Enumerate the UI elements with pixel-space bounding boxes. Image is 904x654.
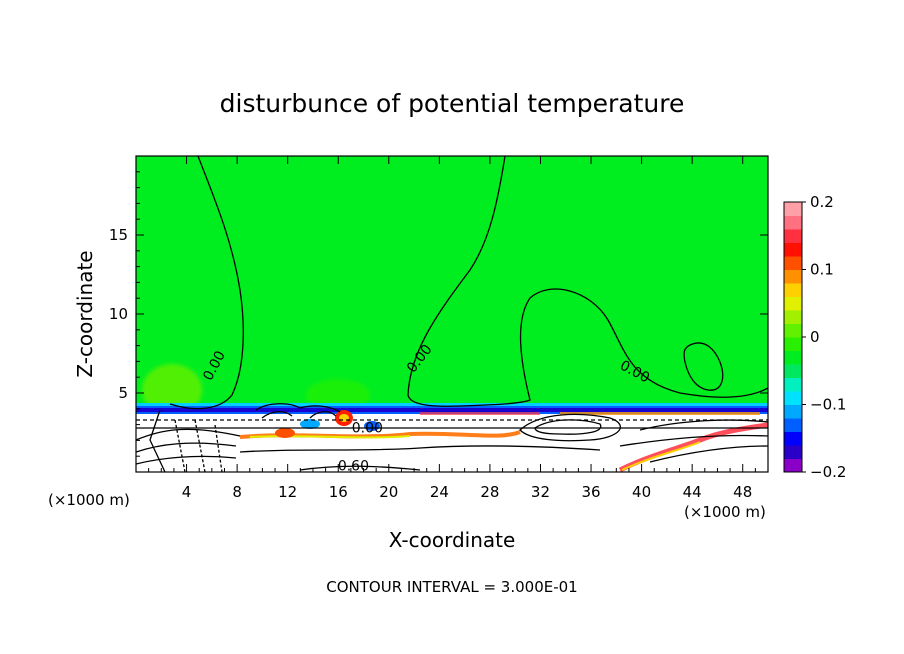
x-tick-label: 48 — [733, 483, 752, 501]
contour-line — [261, 411, 293, 419]
colorbar-cell — [784, 283, 802, 297]
x-tick-label: 36 — [581, 483, 600, 501]
colorbar-cell — [784, 215, 802, 230]
colorbar-cell — [784, 350, 802, 365]
contour-line — [534, 419, 602, 435]
y-axis-title: Z-coordinate — [73, 250, 97, 377]
colorbar-cell — [784, 377, 802, 392]
chart-title: disturbunce of potential temperature — [220, 89, 685, 118]
x-tick-label: 44 — [683, 483, 702, 501]
x-tick-label: 4 — [182, 483, 192, 501]
contour-line — [169, 156, 244, 410]
colorbar: 0.2 0.1 0 −0.1 −0.2 — [783, 193, 846, 481]
x-tick-label: 16 — [329, 483, 348, 501]
colorbar-cell — [784, 296, 802, 311]
lower-layer — [136, 414, 768, 472]
colorbar-cell — [784, 418, 802, 432]
y-tick-label: 5 — [118, 384, 128, 402]
contour-line — [519, 413, 622, 442]
cold-band-core — [136, 408, 768, 412]
contour-interval-label: CONTOUR INTERVAL = 3.000E-01 — [326, 578, 577, 596]
colorbar-cell — [784, 391, 802, 405]
colorbar-tick-label: −0.2 — [810, 463, 846, 481]
contour-line — [136, 442, 237, 453]
colorbar-cell — [784, 229, 802, 243]
x-tick-label: 40 — [632, 483, 651, 501]
contour-line — [239, 445, 601, 453]
cold-blob — [300, 419, 320, 429]
colorbar-cell — [784, 364, 802, 378]
contour-line — [136, 455, 237, 465]
colorbar-tick-label: 0.1 — [810, 261, 834, 279]
colorbar-cell — [784, 242, 802, 257]
colorbar-tick-label: 0 — [810, 328, 820, 346]
colorbar-cell — [784, 458, 802, 473]
contour-line — [683, 342, 724, 391]
colorbar-cell — [784, 323, 802, 338]
plot-area: 0.00 0.00 0.000.000.60 4 8 12 16 20 24 28 32 36 40 4… — [109, 155, 769, 501]
contour-line — [214, 424, 223, 472]
contour-line — [255, 403, 341, 413]
warm-streak — [420, 412, 540, 415]
colorbar-cell — [784, 337, 802, 351]
colorbar-tick-label: −0.1 — [810, 396, 846, 414]
contour-line — [136, 428, 241, 441]
contour-line — [407, 156, 768, 407]
field-layer: 0.00 0.00 0.000.000.60 — [136, 156, 768, 474]
colorbar-cell — [784, 445, 802, 459]
contour-line — [194, 419, 206, 472]
warm-blob — [339, 414, 349, 422]
x-tick-label: 8 — [232, 483, 242, 501]
warm-streak — [621, 441, 701, 471]
colorbar-tick-label: 0.2 — [810, 193, 834, 211]
y-unit-label: (×1000 m) — [48, 491, 130, 509]
colorbar-cell — [784, 269, 802, 284]
x-tick-label: 28 — [480, 483, 499, 501]
contour-line — [149, 409, 166, 472]
colorbar-cell — [784, 202, 802, 216]
x-tick-label: 12 — [278, 483, 297, 501]
contour-line — [649, 445, 768, 463]
contour-line — [639, 419, 768, 431]
y-tick-label: 10 — [109, 305, 128, 323]
contour-line — [619, 434, 768, 447]
warm-streak — [249, 435, 411, 439]
colorbar-cell — [784, 310, 802, 324]
contour-label: 0.00 — [352, 421, 383, 437]
contour-line — [309, 411, 337, 419]
x-tick-label: 32 — [531, 483, 550, 501]
colorbar-cell — [784, 256, 802, 270]
warm-blob — [275, 428, 295, 438]
x-tick-label: 24 — [430, 483, 449, 501]
colorbar-cell — [784, 431, 802, 446]
contour-label: 0.60 — [338, 458, 369, 474]
x-axis-title: X-coordinate — [389, 528, 516, 552]
colorbar-cell — [784, 404, 802, 419]
x-tick-label: 20 — [379, 483, 398, 501]
contour-line — [174, 419, 186, 472]
y-tick-label: 15 — [109, 226, 128, 244]
warm-streak — [560, 412, 760, 415]
x-unit-label: (×1000 m) — [684, 503, 766, 521]
